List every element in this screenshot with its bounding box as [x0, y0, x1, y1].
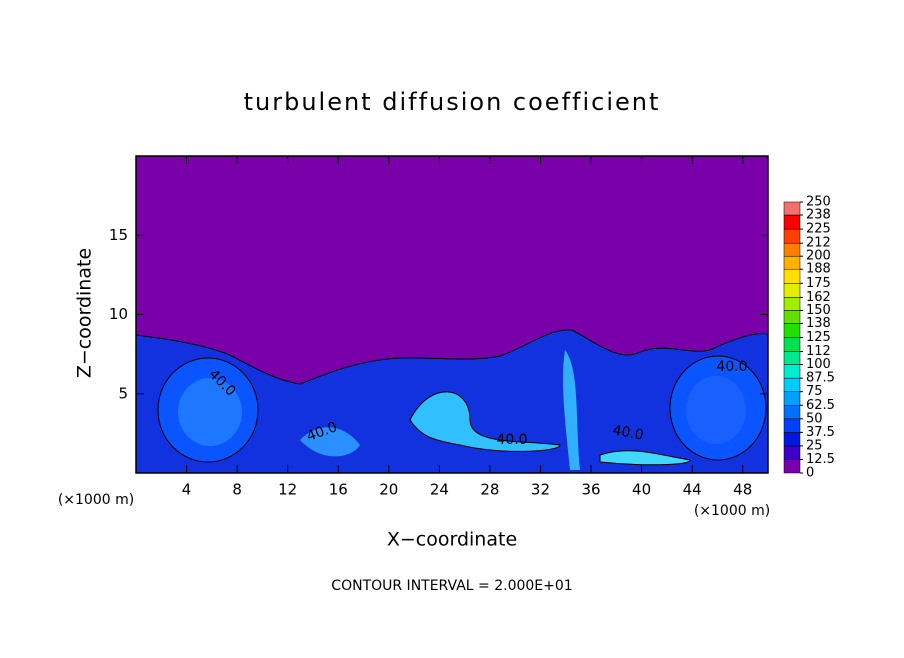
- colorbar-swatch: [783, 323, 801, 338]
- colorbar-label: 75: [806, 384, 823, 399]
- x-tick-label: 20: [379, 481, 398, 499]
- colorbar-label: 150: [806, 303, 831, 318]
- y-tick-label: 5: [118, 384, 128, 402]
- x-tick-label: 4: [182, 481, 192, 499]
- colorbar-label: 87.5: [806, 371, 835, 386]
- x-tick-label: 16: [329, 481, 348, 499]
- colorbar-label: 12.5: [806, 452, 835, 467]
- colorbar-swatch: [783, 405, 801, 420]
- x-axis-title: X−coordinate: [387, 529, 517, 551]
- colorbar-label: 0: [806, 466, 814, 481]
- colorbar-swatch: [783, 418, 801, 433]
- colorbar-label: 225: [806, 222, 831, 237]
- colorbar-swatch: [783, 214, 801, 230]
- x-tick-label: 48: [733, 481, 752, 499]
- colorbar-swatch: [783, 377, 801, 392]
- colorbar-label: 100: [806, 357, 831, 372]
- colorbar-label: 112: [806, 344, 831, 359]
- colorbar-swatch: [783, 242, 801, 257]
- colorbar-label: 37.5: [806, 425, 835, 440]
- colorbar-label: 175: [806, 276, 831, 291]
- colorbar-swatch: [783, 201, 801, 216]
- colorbar-label: 50: [806, 411, 823, 426]
- colorbar-label: 138: [806, 316, 831, 331]
- colorbar-swatch: [783, 351, 801, 365]
- colorbar-swatch: [783, 268, 801, 284]
- colorbar-label: 62.5: [806, 398, 835, 413]
- colorbar-label: 162: [806, 290, 831, 305]
- colorbar-swatch: [783, 297, 801, 311]
- y-tick-label: 10: [109, 305, 128, 323]
- streak: [599, 450, 691, 466]
- x-tick-label: 32: [531, 481, 550, 499]
- field: [135, 156, 769, 474]
- colorbar-swatch: [783, 364, 801, 379]
- streak: [409, 391, 561, 452]
- colorbar-swatch: [783, 255, 801, 270]
- colorbar-swatch: [783, 459, 801, 474]
- eddy-core: [686, 376, 746, 444]
- streak: [562, 350, 580, 470]
- colorbar-swatch: [783, 445, 801, 460]
- colorbar-label: 212: [806, 236, 831, 251]
- x-tick-label: 24: [430, 481, 449, 499]
- eddy-core: [178, 378, 242, 446]
- colorbar-label: 238: [806, 208, 831, 223]
- x-tick-label: 36: [581, 481, 600, 499]
- y-tick-label: 15: [109, 226, 128, 244]
- chart-title: turbulent diffusion coefficient: [244, 88, 661, 116]
- y-axis-title: Z−coordinate: [74, 248, 96, 378]
- contour-label: 40.0: [496, 432, 527, 448]
- colorbar-label: 200: [806, 249, 831, 264]
- colorbar-swatch: [783, 337, 801, 352]
- x-tick-label: 40: [632, 481, 651, 499]
- colorbar-swatch: [783, 432, 801, 447]
- x-tick-label: 44: [683, 481, 702, 499]
- colorbar-swatch: [783, 228, 801, 244]
- contour-label: 40.0: [611, 422, 644, 443]
- colorbar-label: 250: [806, 195, 831, 210]
- x-tick-label: 28: [480, 481, 499, 499]
- footer: CONTOUR INTERVAL = 2.000E+01: [331, 578, 572, 594]
- x-tick-label: 12: [278, 481, 297, 499]
- colorbar-swatch: [783, 283, 801, 298]
- colorbar-label: 188: [806, 262, 831, 277]
- y-unit: (×1000 m): [58, 492, 134, 508]
- colorbar-swatch: [783, 391, 801, 406]
- colorbar-swatch: [783, 310, 801, 324]
- streak: [300, 427, 360, 457]
- x-unit: (×1000 m): [694, 503, 770, 519]
- colorbar-label: 25: [806, 438, 823, 453]
- x-tick-label: 8: [232, 481, 242, 499]
- colorbar-label: 125: [806, 330, 831, 345]
- contour-label: 40.0: [716, 359, 747, 375]
